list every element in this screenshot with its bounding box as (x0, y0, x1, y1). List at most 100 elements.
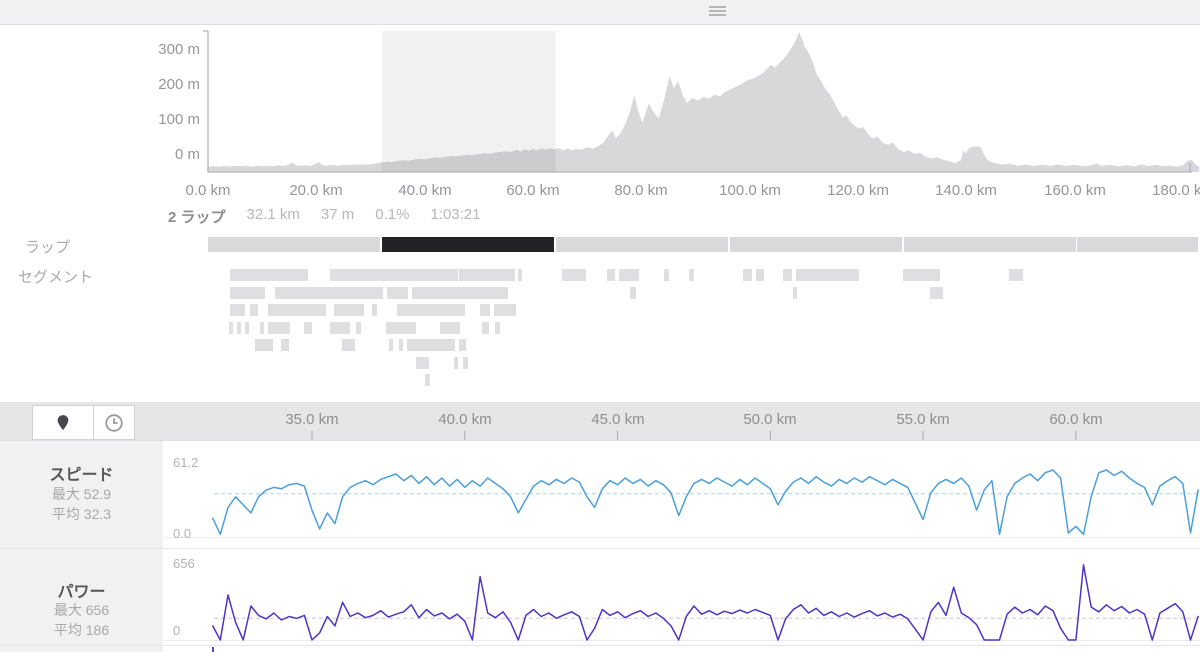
segment-bar[interactable] (930, 286, 943, 299)
segment-bar[interactable] (425, 374, 430, 386)
lap-bar[interactable] (904, 237, 1076, 252)
time-toggle-button[interactable] (93, 405, 135, 440)
segment-bar[interactable] (482, 321, 489, 334)
power-axis-min: 0 (173, 623, 181, 638)
segment-bar[interactable] (330, 321, 350, 334)
drag-handle-icon[interactable] (709, 6, 726, 17)
segment-bar[interactable] (250, 304, 258, 316)
lap-grade: 0.1% (375, 206, 410, 223)
power-axis-max: 656 (173, 556, 195, 571)
segment-bar[interactable] (480, 304, 490, 316)
segment-bar[interactable] (230, 286, 265, 299)
lap-time: 1:03:21 (430, 206, 481, 223)
lap-bar[interactable] (382, 237, 554, 252)
segment-bar[interactable] (281, 339, 289, 351)
segment-bar[interactable] (399, 339, 403, 351)
segment-bar[interactable] (397, 304, 465, 316)
bottom-xtick-label: 55.0 km (896, 411, 950, 428)
segment-bar[interactable] (230, 269, 308, 281)
segment-bar[interactable] (796, 269, 859, 281)
next-metric-label-panel (0, 646, 163, 652)
divider (0, 645, 1200, 646)
laps-row-label: ラップ (25, 239, 71, 256)
lap-bar[interactable] (730, 237, 902, 252)
elevation-ytick-300m: 300 m (158, 41, 200, 58)
lap-summary-row: 2 ラップ 32.1 km 37 m 0.1% 1:03:21 (168, 206, 480, 227)
bottom-axis-strip (0, 402, 1200, 440)
segments-row-label: セグメント (18, 269, 94, 286)
speed-max-stat: 最大 52.9 (51, 486, 112, 502)
lap-bar[interactable] (1077, 237, 1198, 252)
speed-axis-min: 0.0 (173, 526, 192, 541)
segment-bar[interactable] (342, 339, 355, 351)
segment-bar[interactable] (412, 286, 508, 299)
segment-bar[interactable] (518, 269, 522, 281)
segment-bar[interactable] (1009, 269, 1023, 281)
power-max-stat: 最大 656 (53, 602, 110, 618)
segment-bar[interactable] (454, 356, 458, 369)
elevation-xtick-label: 140.0 km (935, 182, 997, 199)
speed-axis-max: 61.2 (173, 455, 199, 470)
selected-region[interactable] (381, 31, 556, 172)
segment-bar[interactable] (494, 304, 516, 316)
power-panel-title: パワー (57, 584, 106, 601)
segment-bar[interactable] (440, 321, 460, 334)
elevation-axes (203, 30, 1192, 173)
lap-distance: 32.1 km (246, 206, 300, 223)
speed-line (211, 469, 1199, 536)
segment-bar[interactable] (463, 356, 468, 369)
segment-bar[interactable] (459, 339, 466, 351)
segment-bar[interactable] (386, 321, 416, 334)
segment-bar[interactable] (407, 339, 455, 351)
segment-bar[interactable] (387, 286, 408, 299)
segment-bar[interactable] (268, 304, 326, 316)
map-pin-toggle-button[interactable] (32, 405, 94, 440)
segment-bar[interactable] (664, 269, 669, 281)
segment-bar[interactable] (356, 321, 361, 334)
segment-bar[interactable] (630, 286, 636, 299)
segment-bar[interactable] (330, 269, 458, 281)
elevation-xtick-label: 20.0 km (289, 182, 343, 199)
segment-bar[interactable] (689, 269, 694, 281)
divider (0, 548, 1200, 549)
divider (0, 440, 1200, 441)
segment-bar[interactable] (237, 321, 241, 334)
elevation-xtick-label: 160.0 km (1044, 182, 1106, 199)
lap-bar[interactable] (556, 237, 728, 252)
segment-bar[interactable] (275, 286, 383, 299)
segment-bar[interactable] (334, 304, 364, 316)
segment-bar[interactable] (260, 321, 264, 334)
segment-bar[interactable] (389, 339, 393, 351)
segment-bar[interactable] (416, 356, 429, 369)
bottom-xtick-label: 40.0 km (438, 411, 492, 428)
segment-bar[interactable] (783, 269, 792, 281)
segment-bar[interactable] (459, 269, 515, 281)
segment-bar[interactable] (229, 321, 233, 334)
segment-bar[interactable] (372, 304, 377, 316)
segment-bar[interactable] (245, 321, 249, 334)
lap-bar[interactable] (208, 237, 380, 252)
segment-bar[interactable] (268, 321, 290, 334)
segment-bar[interactable] (255, 339, 273, 351)
location-pin-icon (57, 414, 69, 430)
clock-icon (105, 413, 123, 432)
segment-bar[interactable] (743, 269, 752, 281)
segment-bar[interactable] (903, 269, 940, 281)
speed-label-panel (0, 441, 163, 548)
elevation-xtick-label: 120.0 km (827, 182, 889, 199)
segment-bar[interactable] (562, 269, 586, 281)
segment-bar[interactable] (495, 321, 500, 334)
power-chart[interactable] (164, 549, 1200, 645)
segment-bar[interactable] (793, 286, 797, 299)
elevation-xtick-label: 60.0 km (506, 182, 560, 199)
segment-bar[interactable] (304, 321, 312, 334)
elevation-chart[interactable] (208, 30, 1192, 173)
segment-bar[interactable] (230, 304, 245, 316)
segment-bar[interactable] (619, 269, 639, 281)
speed-chart[interactable] (164, 441, 1200, 548)
segment-bar[interactable] (607, 269, 615, 281)
power-label-panel (0, 549, 163, 645)
segment-bar[interactable] (756, 269, 764, 281)
